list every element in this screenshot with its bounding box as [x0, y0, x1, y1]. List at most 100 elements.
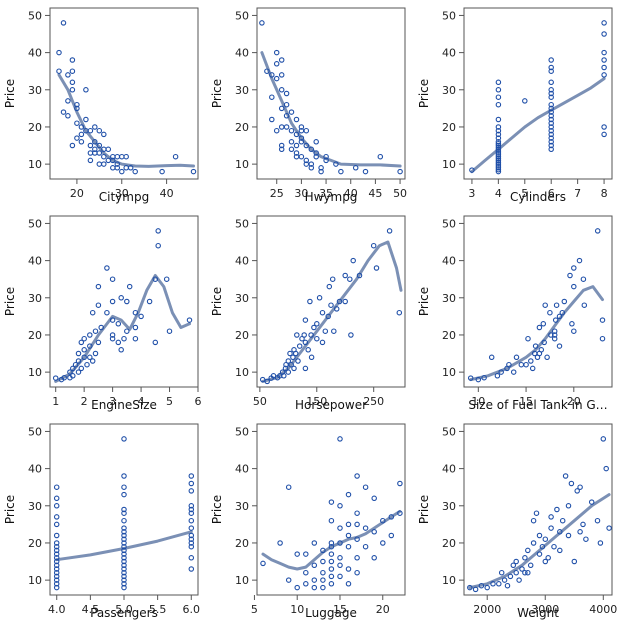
data-point — [278, 105, 285, 112]
x-tick-label: 10 — [471, 395, 485, 408]
data-point — [285, 484, 292, 490]
data-point — [115, 339, 122, 346]
chart-svg: 10 20 30 40 50 25 30 35 40 45 50 Hwympg Price — [210, 7, 407, 204]
data-point — [556, 343, 563, 349]
data-point — [132, 309, 139, 316]
data-point — [548, 57, 554, 63]
data-point — [548, 90, 554, 97]
data-point — [495, 131, 502, 138]
y-tick-label: 20 — [28, 121, 42, 134]
data-point — [348, 332, 354, 338]
data-point — [380, 517, 386, 524]
x-tick-label: 5 — [521, 187, 528, 200]
data-point — [95, 283, 102, 290]
data-point — [533, 510, 540, 516]
data-point — [67, 369, 73, 375]
data-point — [109, 335, 116, 342]
data-point — [121, 506, 127, 513]
data-point — [121, 436, 127, 442]
data-point — [69, 87, 76, 93]
plot-frame — [463, 215, 613, 388]
data-point — [548, 139, 554, 145]
data-point — [96, 142, 103, 149]
data-point — [95, 302, 102, 308]
data-point — [495, 79, 502, 86]
data-point — [190, 168, 197, 175]
smooth-curve — [470, 77, 606, 174]
data-point — [118, 295, 124, 301]
plot-frame — [463, 7, 613, 180]
data-point — [548, 332, 554, 338]
data-point — [329, 276, 336, 282]
y-tick-label: 40 — [28, 255, 42, 268]
data-point — [121, 566, 127, 572]
data-point — [319, 339, 326, 346]
data-point — [260, 560, 266, 567]
data-point — [337, 525, 343, 531]
data-point — [123, 153, 129, 160]
y-tick-label: 10 — [442, 366, 456, 379]
data-point — [314, 321, 320, 327]
data-point — [53, 495, 60, 502]
y-tick-label: 50 — [28, 425, 42, 438]
data-point — [283, 90, 290, 97]
data-point — [495, 148, 502, 154]
y-tick-label: 10 — [235, 574, 249, 587]
data-point — [293, 131, 300, 138]
data-point — [65, 98, 71, 104]
data-point — [495, 166, 502, 173]
data-point — [53, 581, 60, 587]
data-point — [292, 350, 299, 357]
data-point — [342, 272, 348, 279]
chart-svg: 10 20 30 40 50 1 2 3 4 5 6 EngineSize Price — [3, 215, 202, 412]
data-point — [548, 101, 554, 108]
data-point — [548, 146, 554, 153]
data-point — [308, 165, 315, 171]
data-point — [373, 265, 380, 271]
data-point — [87, 343, 93, 349]
x-axis-title: EngineSize — [91, 398, 157, 412]
data-point — [328, 573, 335, 580]
data-point — [548, 135, 554, 141]
x-tick-label: 250 — [363, 395, 384, 408]
data-point — [56, 49, 62, 56]
data-point — [559, 517, 566, 524]
data-point — [308, 161, 315, 167]
data-point — [81, 347, 87, 353]
data-point — [541, 339, 547, 346]
data-point — [507, 573, 514, 580]
data-point — [283, 113, 290, 119]
x-tick-label: 1 — [52, 395, 59, 408]
data-point — [536, 551, 543, 557]
data-point — [308, 146, 315, 153]
data-point — [308, 332, 314, 338]
data-point — [495, 157, 502, 164]
data-point — [293, 142, 300, 149]
data-point — [96, 150, 103, 156]
data-point — [588, 499, 595, 505]
data-point — [495, 165, 502, 171]
data-point — [362, 525, 369, 531]
data-point — [338, 168, 344, 175]
data-point — [188, 510, 195, 516]
data-point — [601, 131, 607, 138]
data-point — [352, 165, 359, 171]
data-point — [188, 525, 195, 531]
data-point — [121, 584, 127, 591]
data-point — [525, 335, 531, 342]
plot-frame — [256, 215, 406, 388]
data-point — [188, 480, 195, 487]
data-point — [325, 313, 331, 320]
data-point — [105, 157, 112, 164]
data-point — [562, 473, 569, 479]
data-point — [518, 361, 525, 368]
data-point — [345, 543, 352, 550]
data-point — [565, 532, 572, 539]
data-point — [132, 335, 139, 342]
data-point — [291, 365, 297, 372]
data-point — [293, 150, 300, 156]
data-point — [288, 361, 294, 368]
panel-weight: 10 20 30 40 50 2000 3000 4000 Weight Price — [414, 416, 621, 624]
y-tick-label: 20 — [442, 537, 456, 550]
data-point — [60, 20, 67, 26]
